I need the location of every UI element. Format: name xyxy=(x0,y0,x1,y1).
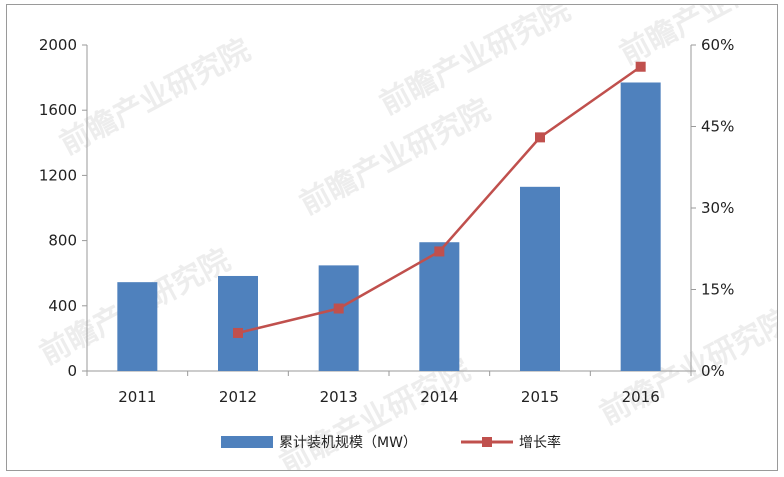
axes: 0 400 800 1200 1600 2000 0% 15% 30% 45% 60% 2011 201… xyxy=(39,36,735,406)
legend: 累计装机规模（MW） 增长率 xyxy=(221,434,561,451)
bar-2013 xyxy=(318,265,359,371)
y-right-tick-label: 0% xyxy=(701,362,725,380)
y-left-tick-label: 0 xyxy=(67,362,77,380)
x-tick-label: 2012 xyxy=(219,388,257,406)
line-point-2012 xyxy=(233,327,243,338)
y-right-tick-label: 45% xyxy=(701,118,734,136)
y-left-tick-label: 1600 xyxy=(39,101,77,119)
chart-frame: 前瞻产业研究院 前瞻产业研究院 前瞻产业研究院 前瞻产业研究院 前瞻产业研究院 前瞻产业研… xyxy=(6,4,778,471)
bar-series xyxy=(117,82,661,372)
legend-bar-label: 累计装机规模（MW） xyxy=(279,435,417,451)
bar-2012 xyxy=(218,275,258,371)
line-point-2015 xyxy=(535,132,545,143)
x-tick-label: 2014 xyxy=(420,388,458,406)
y-right-tick-label: 15% xyxy=(701,281,734,299)
y-left-tick-label: 800 xyxy=(48,232,77,250)
y-right-tick-label: 30% xyxy=(701,199,734,217)
y-left-tick-label: 1200 xyxy=(39,166,77,184)
y-left-tick-label: 2000 xyxy=(39,36,77,54)
line-point-2016 xyxy=(635,61,646,72)
legend-bar-swatch xyxy=(221,436,273,448)
x-tick-label: 2015 xyxy=(521,388,559,406)
bar-2015 xyxy=(520,186,560,371)
bar-2011 xyxy=(117,282,158,371)
x-tick-label: 2013 xyxy=(320,388,358,406)
bar-2014 xyxy=(419,242,460,371)
line-point-2014 xyxy=(434,246,445,257)
line-series xyxy=(233,61,646,338)
y-right-tick-label: 60% xyxy=(701,36,734,54)
x-tick-label: 2011 xyxy=(118,388,156,406)
x-tick-label: 2016 xyxy=(622,388,660,406)
legend-line-label: 增长率 xyxy=(519,434,561,451)
legend-line-marker xyxy=(482,437,492,447)
bar-2016 xyxy=(620,82,661,372)
line-point-2013 xyxy=(333,303,344,314)
watermark-text: 前瞻产业研究院 xyxy=(54,33,256,162)
y-left-tick-label: 400 xyxy=(48,297,77,315)
